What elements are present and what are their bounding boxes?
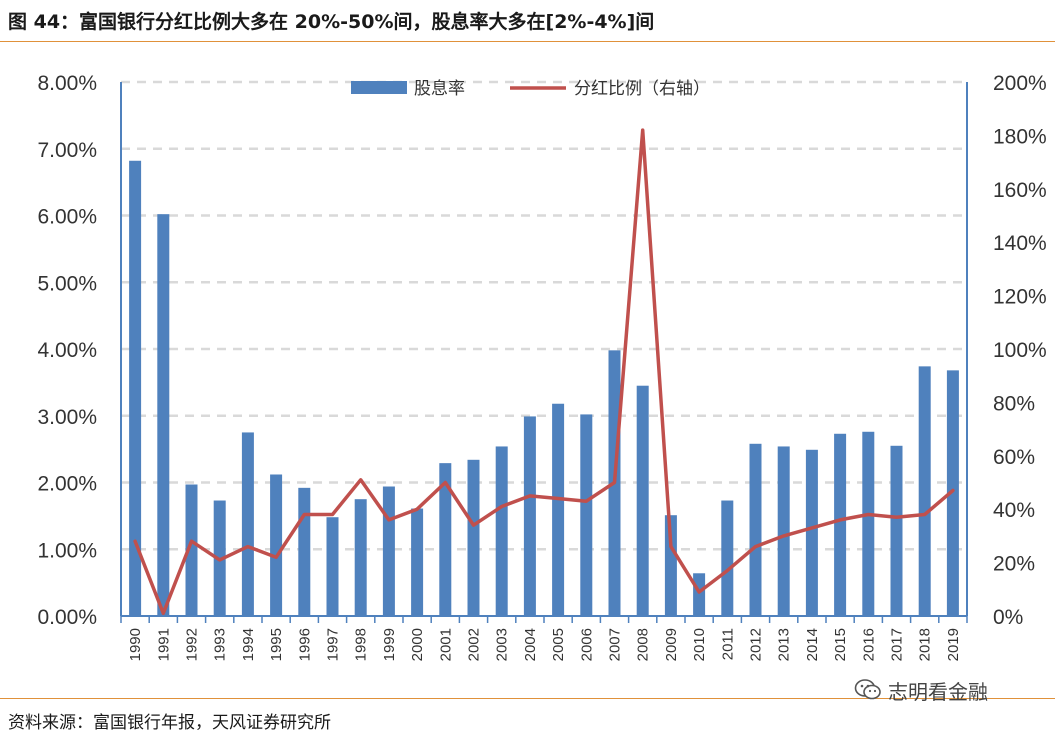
left-tick-label: 3.00% [37, 406, 97, 429]
x-tick-label: 2001 [437, 628, 454, 661]
x-tick-label: 2008 [635, 628, 652, 661]
x-tick-label: 2016 [860, 628, 877, 661]
x-axis-ticks: 1990 1991 1992 1993 1994 1995 1996 1997 1998 1999… [127, 628, 962, 661]
bar [862, 431, 875, 616]
bar [918, 366, 931, 616]
line-series [133, 128, 955, 616]
x-tick-label: 2005 [550, 628, 567, 661]
x-tick-label: 2007 [607, 628, 624, 661]
left-axis-ticks: 0.00% 1.00% 2.00% 3.00% 4.00% 5.00% 6.00% 7.00%… [37, 72, 97, 629]
legend-line-label: 分红比例（右轴） [574, 79, 710, 99]
bar [439, 463, 452, 616]
bar [411, 508, 424, 616]
right-tick-label: 40% [993, 499, 1035, 522]
right-tick-label: 200% [993, 72, 1047, 95]
bar-series [129, 160, 959, 617]
bar [946, 370, 959, 616]
x-tick-label: 2002 [466, 628, 483, 661]
bar [890, 445, 903, 616]
watermark: 志明看金融 [854, 676, 988, 704]
x-tick-label: 1993 [212, 628, 229, 661]
x-tick-label: 2015 [832, 628, 849, 661]
x-tick-label: 2018 [917, 628, 934, 661]
bar [693, 573, 706, 616]
right-tick-label: 80% [993, 392, 1035, 415]
right-tick-label: 160% [993, 179, 1047, 202]
x-tick-label: 2006 [578, 628, 595, 661]
x-tick-label: 1994 [240, 628, 257, 661]
legend-bar-swatch [351, 81, 407, 94]
left-tick-label: 2.00% [37, 473, 97, 496]
right-tick-label: 20% [993, 553, 1035, 576]
x-tick-label: 1991 [155, 628, 172, 661]
x-tick-label: 2019 [945, 628, 962, 661]
x-tick-label: 1997 [325, 628, 342, 661]
bar [185, 484, 198, 616]
right-tick-label: 0% [993, 606, 1023, 629]
left-tick-label: 0.00% [37, 606, 97, 629]
x-tick-label: 2010 [691, 628, 708, 661]
left-tick-label: 6.00% [37, 206, 97, 229]
bar [580, 414, 593, 616]
figure-title: 图 44：富国银行分红比例大多在 20%-50%间，股息率大多在[2%-4%]间 [8, 11, 655, 33]
bar [749, 443, 762, 616]
right-tick-label: 180% [993, 125, 1047, 148]
bar [721, 500, 734, 616]
left-tick-label: 7.00% [37, 139, 97, 162]
legend: 股息率 分红比例（右轴） [351, 79, 710, 99]
left-tick-label: 1.00% [37, 539, 97, 562]
bar [129, 160, 142, 616]
right-axis-ticks: 0% 20% 40% 60% 80% 100% 120% 140% 160% 180% 200% [993, 72, 1047, 629]
bar [270, 474, 283, 616]
left-tick-label: 8.00% [37, 72, 97, 95]
bar [354, 499, 367, 616]
top-divider [0, 41, 1055, 42]
bar [523, 416, 536, 616]
left-tick-label: 4.00% [37, 339, 97, 362]
bar [777, 446, 790, 616]
x-tick-label: 1995 [268, 628, 285, 661]
bar [495, 446, 508, 616]
legend-bar-label: 股息率 [414, 79, 465, 99]
series-line [133, 128, 955, 616]
bar [326, 517, 339, 616]
right-tick-label: 140% [993, 232, 1047, 255]
right-tick-label: 100% [993, 339, 1047, 362]
x-tick-label: 1992 [184, 628, 201, 661]
x-tick-label: 2013 [776, 628, 793, 661]
header: 图 44：富国银行分红比例大多在 20%-50%间，股息率大多在[2%-4%]间 [0, 0, 1055, 42]
x-tick-label: 1998 [353, 628, 370, 661]
bar [467, 459, 480, 616]
x-tick-label: 2011 [719, 628, 736, 660]
bar [382, 486, 395, 616]
x-tick-label: 1999 [381, 628, 398, 661]
bar [834, 433, 847, 616]
bar [636, 385, 649, 616]
left-tick-label: 5.00% [37, 272, 97, 295]
bar [664, 515, 677, 616]
bar [157, 214, 170, 617]
right-tick-label: 60% [993, 446, 1035, 469]
right-tick-label: 120% [993, 286, 1047, 309]
x-tick-label: 2004 [522, 628, 539, 661]
bar [552, 403, 565, 616]
axes [120, 82, 968, 623]
bar [805, 449, 818, 616]
gridlines [121, 80, 967, 551]
x-tick-label: 2009 [663, 628, 680, 661]
x-tick-label: 2003 [494, 628, 511, 661]
bar [298, 487, 311, 616]
x-tick-label: 2012 [748, 628, 765, 661]
wechat-icon [854, 679, 881, 700]
source-note: 资料来源：富国银行年报，天风证券研究所 [8, 713, 331, 733]
x-tick-label: 1990 [127, 628, 144, 661]
bar [241, 432, 254, 616]
x-tick-label: 1996 [296, 628, 313, 661]
x-tick-label: 2014 [804, 628, 821, 661]
bottom-divider [0, 698, 1055, 699]
watermark-text: 志明看金融 [888, 679, 988, 704]
dividend-chart: 0.00% 1.00% 2.00% 3.00% 4.00% 5.00% 6.00% 7.00%… [37, 72, 1047, 661]
x-tick-label: 2000 [409, 628, 426, 661]
x-tick-label: 2017 [889, 628, 906, 661]
